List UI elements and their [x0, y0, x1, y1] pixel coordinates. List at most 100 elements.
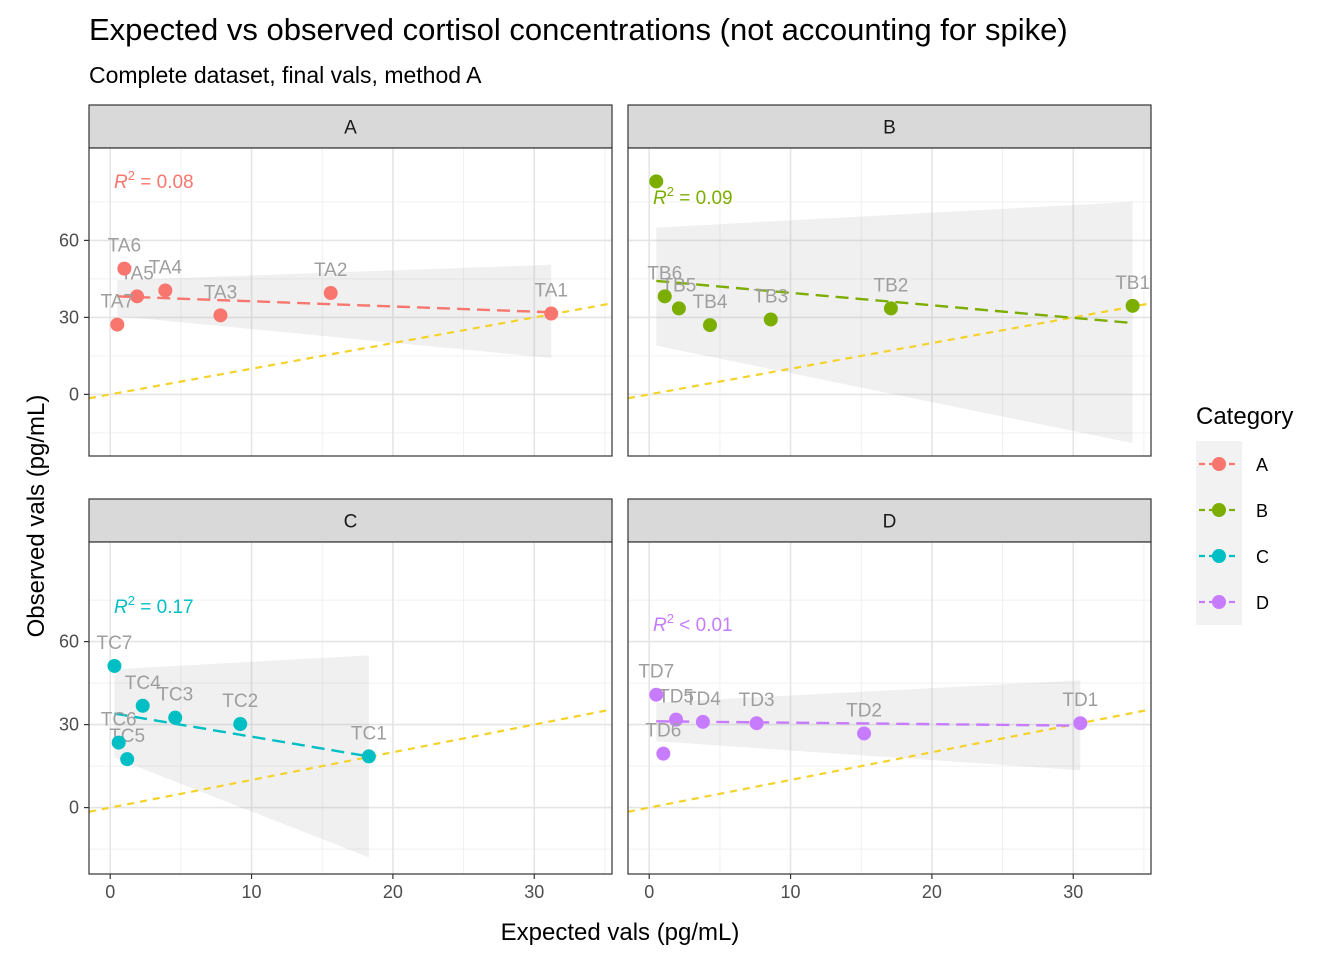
point-label: TD4	[685, 689, 721, 710]
data-point	[702, 318, 717, 333]
point-label: TD7	[638, 662, 674, 683]
x-tick-label: 0	[105, 882, 115, 902]
point-label: TA2	[314, 260, 347, 281]
panel-border	[627, 541, 1152, 875]
y-tick-label: 0	[69, 798, 79, 818]
data-point	[1073, 716, 1088, 731]
legend-label: C	[1256, 547, 1269, 567]
point-label: TA4	[149, 257, 183, 278]
y-tick-label: 60	[59, 632, 79, 652]
y-tick-label: 0	[69, 384, 79, 404]
point-label: TC2	[222, 691, 258, 712]
point-label: TC4	[125, 673, 161, 694]
point-label: TA3	[204, 282, 237, 303]
legend-label: B	[1256, 501, 1268, 521]
legend: Category A B C D	[1196, 403, 1293, 625]
point-label: TB1	[1115, 273, 1150, 294]
data-point	[111, 735, 126, 750]
legend-label: A	[1256, 455, 1268, 475]
regression-line	[117, 295, 552, 314]
point-label: TB3	[753, 286, 788, 307]
y-tick-label: 30	[59, 715, 79, 735]
point-label: TA6	[108, 236, 141, 257]
point-label: TC3	[157, 685, 193, 706]
point-label: TB2	[873, 275, 908, 296]
chart-subtitle: Complete dataset, final vals, method A	[89, 62, 482, 88]
data-point	[649, 174, 664, 189]
facet-strip	[88, 104, 613, 149]
point-label: TD5	[658, 687, 694, 708]
data-point	[110, 317, 125, 332]
legend-key-point	[1212, 457, 1226, 471]
point-label: TC6	[101, 710, 137, 731]
regression-line	[656, 720, 1081, 727]
data-point	[233, 717, 248, 732]
legend-key-point	[1212, 595, 1226, 609]
point-label: TC7	[96, 633, 132, 654]
data-point	[323, 286, 338, 301]
y-tick-label: 60	[59, 230, 79, 250]
point-label: TD3	[739, 690, 775, 711]
confidence-band	[117, 264, 552, 358]
panel-border	[88, 541, 613, 875]
data-point	[130, 289, 145, 304]
data-point	[695, 714, 710, 729]
data-point	[107, 658, 122, 673]
data-point	[213, 308, 228, 323]
legend-item-a: A	[1199, 455, 1268, 475]
data-point	[657, 289, 672, 304]
data-point	[1125, 298, 1140, 313]
r-squared-annotation: R2 < 0.01	[653, 611, 733, 636]
data-point	[857, 726, 872, 741]
y-axis-title: Observed vals (pg/mL)	[23, 395, 50, 638]
data-point	[361, 749, 376, 764]
x-tick-label: 30	[524, 882, 544, 902]
confidence-band	[656, 680, 1081, 771]
facet-strip-label: D	[883, 512, 897, 533]
data-point	[649, 687, 664, 702]
point-label: TD1	[1062, 690, 1098, 711]
identity-reference-line	[89, 708, 612, 813]
confidence-band	[656, 201, 1133, 444]
x-tick-label: 20	[922, 882, 942, 902]
legend-label: D	[1256, 593, 1269, 613]
legend-item-d: D	[1199, 593, 1269, 613]
point-label: TB5	[661, 275, 696, 296]
legend-item-b: B	[1199, 501, 1268, 521]
x-tick-label: 20	[383, 882, 403, 902]
r-squared-annotation: R2 = 0.08	[114, 168, 194, 193]
legend-key-point	[1212, 549, 1226, 563]
r-squared-annotation: R2 = 0.17	[114, 593, 194, 618]
legend-key-background	[1196, 441, 1242, 625]
data-point	[544, 306, 559, 321]
data-point	[669, 712, 684, 727]
facet-strip-label: B	[883, 118, 896, 139]
point-label: TC1	[351, 723, 387, 744]
point-label: TD2	[846, 700, 882, 721]
panel-border	[88, 147, 613, 457]
confidence-band	[114, 655, 369, 858]
x-tick-label: 30	[1063, 882, 1083, 902]
identity-reference-line	[89, 302, 612, 400]
facet-strip-label: C	[344, 512, 358, 533]
facet-strip	[627, 498, 1152, 543]
panel-background	[628, 542, 1151, 874]
panel-border	[627, 147, 1152, 457]
data-point	[168, 710, 183, 725]
point-label: TB4	[693, 292, 728, 313]
data-point	[749, 716, 764, 731]
data-point	[135, 698, 150, 713]
data-point	[671, 301, 686, 316]
identity-reference-line	[628, 302, 1151, 400]
x-axis-title: Expected vals (pg/mL)	[501, 919, 740, 946]
legend-key-point	[1212, 503, 1226, 517]
data-point	[656, 746, 671, 761]
data-point	[883, 301, 898, 316]
legend-item-c: C	[1199, 547, 1269, 567]
